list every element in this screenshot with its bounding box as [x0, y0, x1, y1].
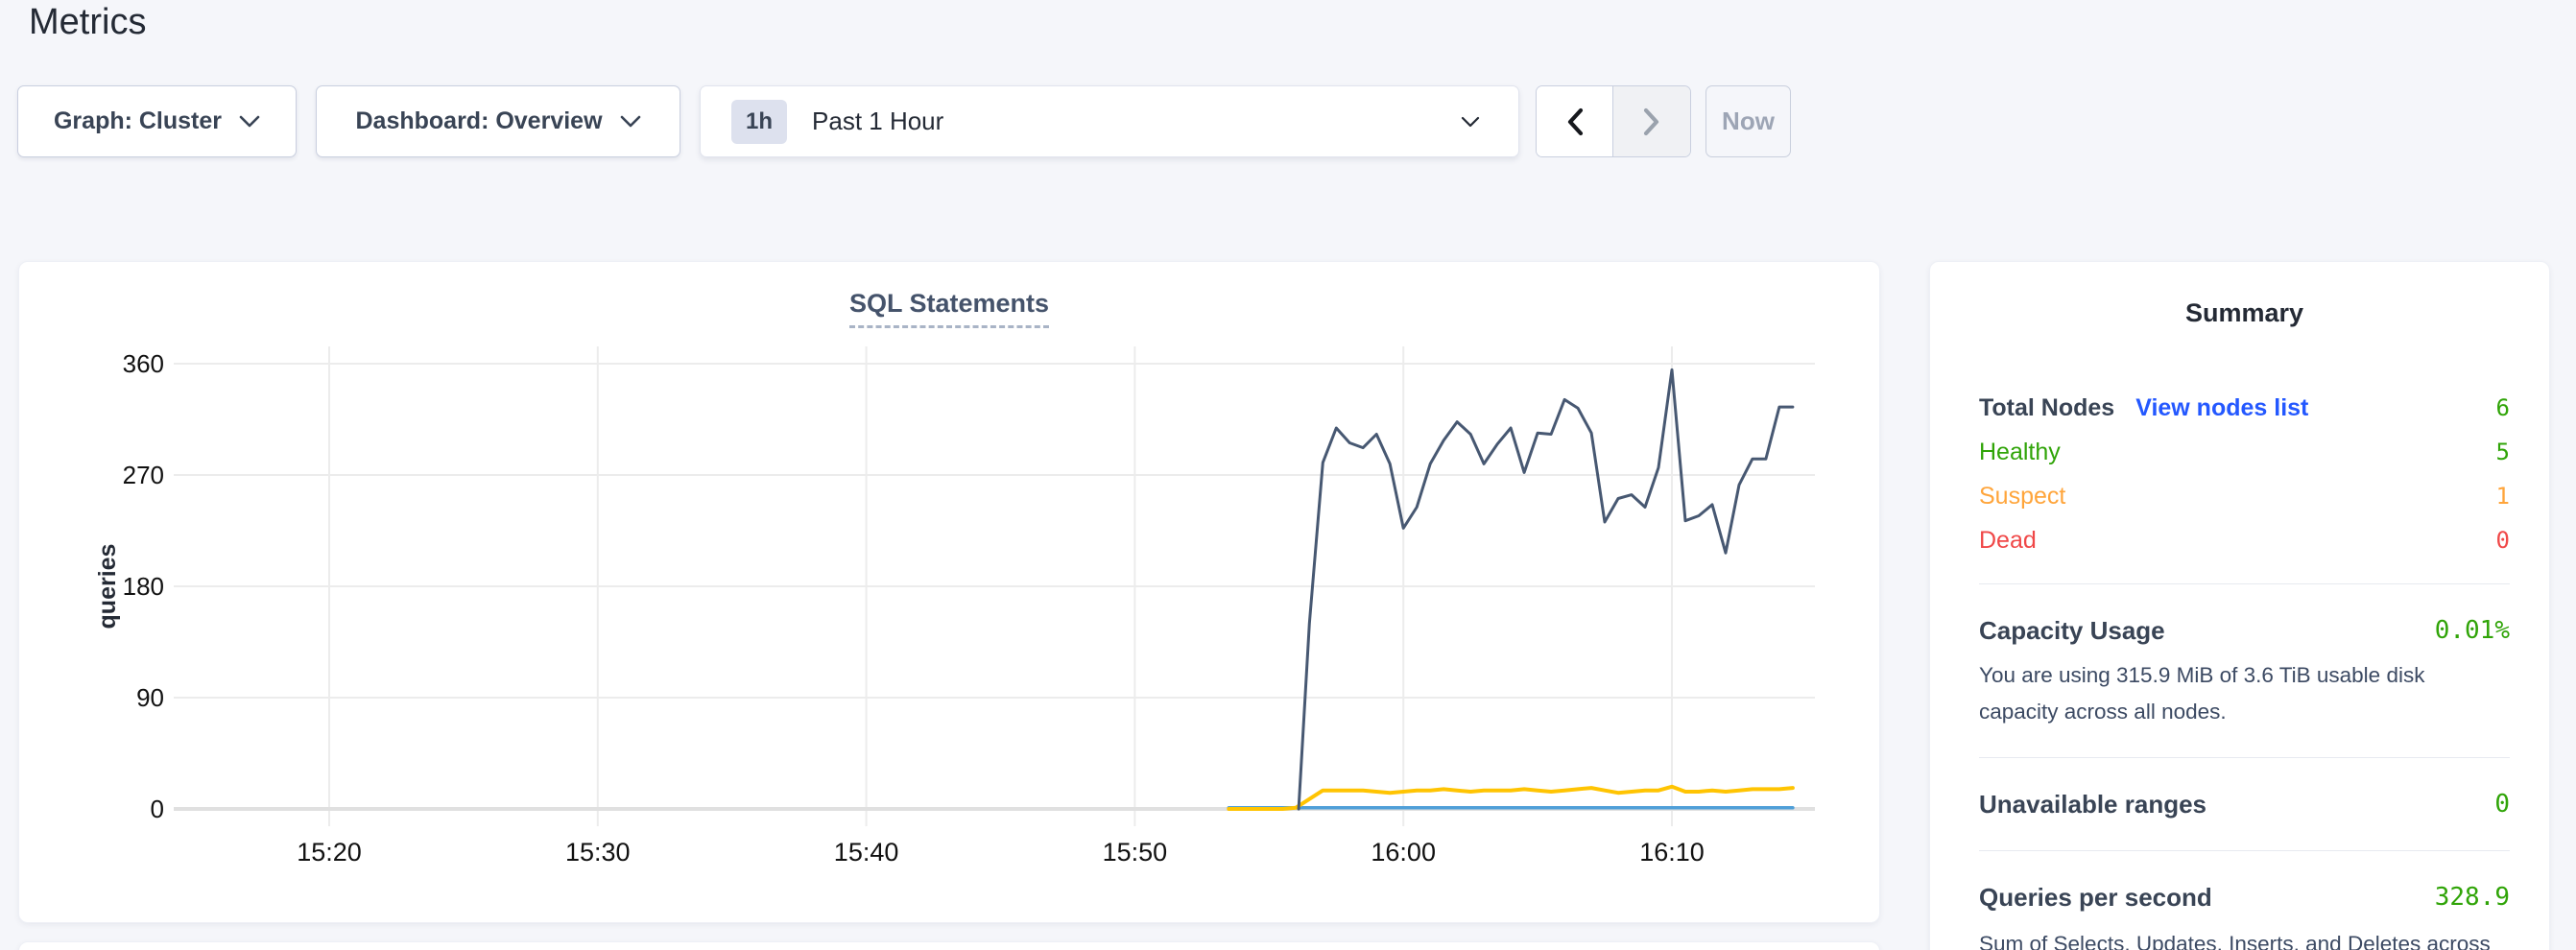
- time-range-label: Past 1 Hour: [812, 107, 944, 135]
- dead-label: Dead: [1979, 526, 2037, 554]
- y-tick-label: 360: [122, 349, 164, 378]
- chart-title-wrap: SQL Statements: [19, 289, 1879, 328]
- page-title: Metrics: [29, 2, 147, 42]
- capacity-usage-description: You are using 315.9 MiB of 3.6 TiB usabl…: [1979, 663, 2425, 724]
- suspect-value: 1: [2495, 483, 2510, 510]
- yellow-series: [1227, 784, 1795, 811]
- time-pager: [1536, 85, 1691, 157]
- unavailable-ranges-label: Unavailable ranges: [1979, 789, 2206, 819]
- now-button[interactable]: Now: [1705, 85, 1791, 157]
- graph-dropdown-label: Graph: Cluster: [53, 107, 223, 134]
- chevron-left-icon: [1566, 107, 1584, 136]
- x-tick-label: 15:50: [1102, 838, 1168, 867]
- x-tick-label: 16:00: [1371, 838, 1436, 867]
- summary-panel: Summary Total Nodes View nodes list 6 He…: [1929, 261, 2550, 950]
- capacity-usage-value: 0.01%: [2434, 616, 2510, 645]
- view-nodes-list-link[interactable]: View nodes list: [2135, 393, 2309, 421]
- dashboard-dropdown-label: Dashboard: Overview: [355, 107, 603, 134]
- suspect-label: Suspect: [1979, 482, 2066, 510]
- content: SQL Statements queries 15:20 15:30 15:40 15…: [18, 261, 2550, 950]
- queries-per-second-label: Queries per second: [1979, 882, 2212, 912]
- chart-title[interactable]: SQL Statements: [848, 289, 1050, 328]
- capacity-usage-row: Capacity Usage 0.01%: [1979, 606, 2510, 655]
- sql-statements-chart-card: SQL Statements queries 15:20 15:30 15:40 15…: [18, 261, 1880, 923]
- divider: [1979, 850, 2510, 851]
- next-chart-card-partial: [18, 941, 1880, 950]
- total-nodes-label: Total Nodes: [1979, 393, 2115, 421]
- healthy-nodes-row: Healthy 5: [1979, 430, 2510, 474]
- capacity-usage-label: Capacity Usage: [1979, 615, 2165, 645]
- node-status-rows: Total Nodes View nodes list 6 Healthy 5 …: [1979, 386, 2510, 562]
- y-tick-label: 0: [150, 795, 164, 823]
- y-tick-label: 90: [136, 683, 164, 712]
- toolbar: Graph: Cluster Dashboard: Overview 1h Pa…: [17, 85, 1791, 157]
- unavailable-ranges-row: Unavailable ranges 0: [1979, 779, 2510, 829]
- y-tick-label: 270: [122, 461, 164, 489]
- dark-slate-series: [1297, 368, 1795, 811]
- time-back-button[interactable]: [1537, 86, 1613, 156]
- dashboard-dropdown[interactable]: Dashboard: Overview: [316, 85, 680, 157]
- x-tick-label: 16:10: [1639, 838, 1705, 867]
- queries-per-second-row: Queries per second 328.9: [1979, 872, 2510, 922]
- y-tick-label: 180: [122, 572, 164, 601]
- healthy-value: 5: [2495, 439, 2510, 465]
- charts-column: SQL Statements queries 15:20 15:30 15:40 15…: [18, 261, 1880, 950]
- summary-heading: Summary: [2184, 298, 2304, 327]
- chart-plot-area[interactable]: [174, 346, 1815, 828]
- healthy-label: Healthy: [1979, 438, 2061, 465]
- time-range-picker[interactable]: 1h Past 1 Hour: [700, 85, 1519, 157]
- total-nodes-row: Total Nodes View nodes list 6: [1979, 386, 2510, 430]
- time-range-badge: 1h: [731, 99, 788, 144]
- divider: [1979, 583, 2510, 584]
- queries-per-second-description: Sum of Selects, Updates, Inserts, and De…: [1979, 932, 2491, 950]
- x-tick-label: 15:20: [297, 838, 362, 867]
- unavailable-ranges-value: 0: [2494, 790, 2510, 819]
- divider: [1979, 757, 2510, 758]
- x-tick-label: 15:30: [565, 838, 631, 867]
- total-nodes-value: 6: [2495, 394, 2510, 421]
- x-tick-label: 15:40: [833, 838, 899, 867]
- chevron-down-icon: [620, 115, 641, 128]
- dead-value: 0: [2495, 527, 2510, 554]
- chevron-down-icon: [1461, 116, 1480, 128]
- time-forward-button[interactable]: [1613, 86, 1690, 156]
- suspect-nodes-row: Suspect 1: [1979, 474, 2510, 518]
- chevron-down-icon: [239, 115, 260, 128]
- chevron-right-icon: [1643, 107, 1660, 136]
- graph-dropdown[interactable]: Graph: Cluster: [17, 85, 297, 157]
- dead-nodes-row: Dead 0: [1979, 518, 2510, 562]
- queries-per-second-value: 328.9: [2434, 883, 2510, 912]
